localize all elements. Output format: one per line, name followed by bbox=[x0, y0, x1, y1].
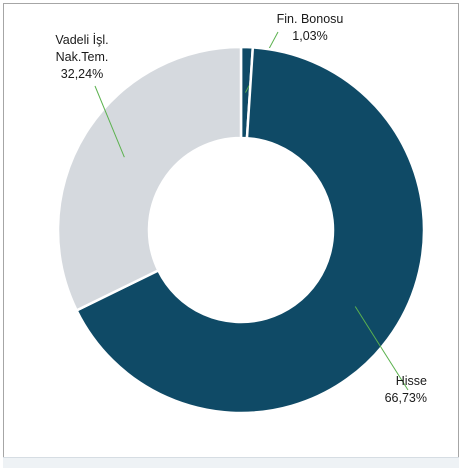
slice-hisse bbox=[74, 46, 426, 415]
slice-label: Vadeli İşl. Nak.Tem. 32,24% bbox=[55, 33, 108, 81]
slice-label: Hisse 66,73% bbox=[385, 374, 427, 405]
leader-line bbox=[94, 85, 125, 158]
slice-label: Fin. Bonosu 1,03% bbox=[277, 12, 344, 43]
slice-vadeli-i-l-nak-tem bbox=[56, 45, 243, 313]
leader-line bbox=[354, 306, 409, 391]
footer-band bbox=[3, 457, 459, 468]
